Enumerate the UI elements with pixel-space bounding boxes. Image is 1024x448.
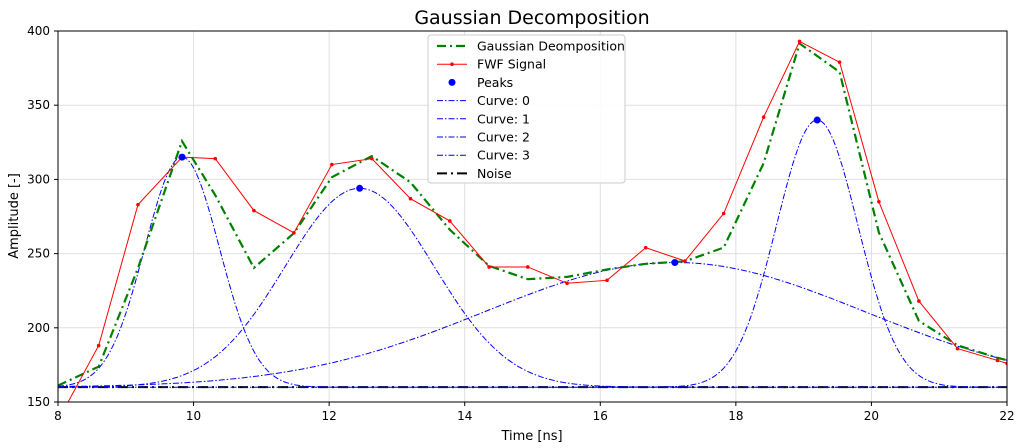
legend-label: Noise: [477, 166, 512, 181]
gaussian-curve-0: [58, 156, 1007, 388]
signal-point: [917, 299, 921, 303]
gaussian-curve-3: [58, 119, 1007, 388]
gaussian-curve-1: [58, 187, 1007, 388]
legend-label: FWF Signal: [477, 57, 546, 72]
y-axis-label: Amplitude [-]: [7, 173, 22, 259]
x-tick-label: 14: [457, 409, 472, 423]
legend-label: Peaks: [477, 75, 513, 90]
axis-ticks: 8 10 12 14 16 18 20 22 150 200 250 300 350 400: [27, 24, 1015, 423]
signal-point: [837, 60, 842, 64]
x-tick-label: 10: [186, 409, 201, 423]
peak-marker: [178, 153, 186, 161]
y-tick-label: 150: [27, 395, 50, 409]
signal-point: [525, 265, 530, 269]
gaussian-fit-line: [58, 41, 1007, 387]
legend-marker-peaks: [448, 78, 456, 86]
y-tick-label: 300: [27, 172, 50, 186]
signal-point: [877, 199, 881, 204]
x-tick-label: 12: [322, 409, 337, 423]
signal-point: [96, 343, 101, 348]
legend-label: Gaussian Deomposition: [477, 39, 625, 54]
plot-frame: [57, 30, 1008, 403]
legend-label: Curve: 0: [477, 93, 530, 108]
x-tick-label: 16: [593, 409, 608, 423]
signal-point: [995, 358, 1000, 363]
signal-point: [605, 278, 609, 283]
signal-point: [955, 346, 960, 351]
chart-title: Gaussian Decomposition: [414, 7, 649, 29]
signal-point: [797, 39, 802, 44]
y-tick-label: 400: [27, 24, 50, 38]
y-tick-label: 250: [27, 247, 50, 261]
peak-marker: [356, 184, 364, 192]
x-tick-label: 22: [999, 409, 1014, 423]
signal-point: [683, 259, 687, 263]
x-tick-label: 18: [728, 409, 743, 423]
signal-point: [330, 162, 334, 167]
signal-point: [136, 202, 140, 207]
series-group: [58, 39, 1007, 402]
signal-point: [408, 196, 413, 201]
signal-line: [67, 40, 1007, 402]
signal-point: [487, 265, 491, 269]
x-axis-label: Time [ns]: [500, 429, 562, 444]
signal-point: [448, 219, 452, 223]
signal-point: [292, 231, 296, 235]
legend-label: Curve: 3: [477, 148, 530, 163]
signal-point: [370, 156, 374, 161]
signal-point: [643, 245, 648, 250]
legend-marker-signal: [450, 62, 454, 66]
legend: Gaussian Deomposition FWF Signal Peaks Curv…: [427, 34, 626, 184]
signal-point: [252, 208, 256, 213]
legend-label: Curve: 1: [477, 111, 530, 126]
x-tick-label: 8: [54, 409, 62, 423]
signal-point: [761, 115, 766, 119]
legend-box: [427, 34, 626, 184]
peak-marker: [813, 116, 821, 124]
gaussian-curve-2: [58, 262, 1007, 387]
y-tick-label: 200: [27, 321, 50, 335]
signal-point: [565, 281, 569, 286]
legend-label: Curve: 2: [477, 130, 530, 145]
peak-marker: [671, 259, 679, 267]
y-tick-label: 350: [27, 98, 50, 112]
signal-point: [213, 156, 218, 161]
signal-point: [721, 211, 726, 216]
x-tick-label: 20: [864, 409, 879, 423]
